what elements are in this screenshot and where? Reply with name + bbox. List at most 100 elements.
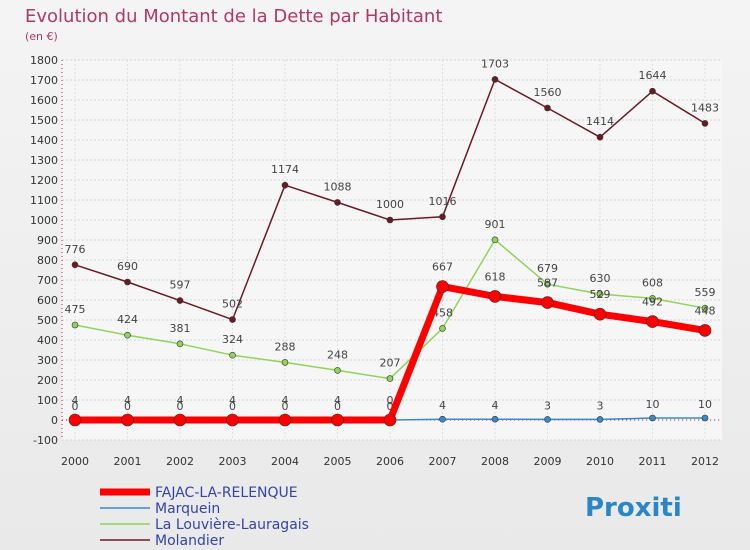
data-point <box>229 351 236 359</box>
data-point <box>334 199 341 206</box>
data-point <box>121 413 134 427</box>
chart-subtitle: (en €) <box>25 30 58 43</box>
y-tick-label: 0 <box>51 414 58 427</box>
proxiti-logo: Proxiti <box>585 493 682 523</box>
y-tick-label: 1500 <box>30 114 58 127</box>
data-point <box>173 413 187 427</box>
x-tick-label: 2008 <box>481 455 509 468</box>
y-tick-label: 800 <box>37 254 58 267</box>
y-tick-label: 1800 <box>30 54 58 67</box>
data-point <box>334 367 341 374</box>
data-label: 587 <box>537 277 558 290</box>
data-point <box>593 307 607 321</box>
y-tick-label: -100 <box>33 434 58 447</box>
data-point <box>491 76 499 83</box>
data-point <box>229 316 236 323</box>
y-tick-label: 400 <box>37 334 58 347</box>
data-label: 10 <box>698 398 712 411</box>
chart-title: Evolution du Montant de la Dette par Hab… <box>25 6 442 27</box>
data-point <box>71 261 79 269</box>
data-point <box>541 296 554 309</box>
data-label: 492 <box>642 296 663 309</box>
data-label: 559 <box>695 286 716 299</box>
data-point <box>649 414 656 422</box>
x-tick-label: 2011 <box>639 455 667 468</box>
legend-label: La Louvière-Lauragais <box>155 517 309 533</box>
data-label: 0 <box>387 394 394 407</box>
data-label: 3 <box>597 399 604 412</box>
data-label: 0 <box>229 400 236 413</box>
data-label: 0 <box>334 400 341 413</box>
series-1: 475 424 381 324 288 248 207 458 901 679 630 608 559 <box>65 218 716 382</box>
data-label: 324 <box>222 333 243 346</box>
x-tick-label: 2003 <box>219 455 247 468</box>
data-label: 1483 <box>691 101 719 114</box>
data-label: 1703 <box>481 57 509 70</box>
y-tick-label: 300 <box>37 354 58 367</box>
y-tick-label: 1700 <box>30 74 58 87</box>
data-label: 248 <box>327 348 348 361</box>
y-tick-label: 1400 <box>30 134 58 147</box>
data-label: 1644 <box>639 69 667 82</box>
series-0: 776 690 597 502 1174 1088 1000 1016 1703 1560 1414… <box>65 57 719 323</box>
legend-label: Molandier <box>155 533 224 549</box>
x-tick-label: 2009 <box>534 455 562 468</box>
data-label: 4 <box>124 394 131 407</box>
legend-item: Molandier <box>100 533 224 549</box>
legend-item: Marquein <box>100 501 220 517</box>
y-tick-label: 600 <box>37 294 58 307</box>
data-label: 4 <box>229 394 236 407</box>
legend-item: FAJAC-LA-RELENQUE <box>100 485 298 501</box>
x-tick-label: 2005 <box>324 455 352 468</box>
data-point <box>649 295 656 302</box>
data-point <box>71 321 79 329</box>
data-label: 4 <box>177 394 184 407</box>
data-label: 630 <box>590 272 611 285</box>
data-label: 667 <box>432 261 453 274</box>
data-label: 608 <box>642 276 663 289</box>
data-label: 424 <box>117 313 138 326</box>
data-point <box>68 413 82 427</box>
y-tick-label: 500 <box>37 314 58 327</box>
data-label: 4 <box>282 394 289 407</box>
data-point <box>491 415 499 423</box>
data-point <box>649 87 656 95</box>
data-point <box>226 413 239 427</box>
x-tick-label: 2012 <box>691 455 719 468</box>
data-point <box>701 414 709 422</box>
legend-item: La Louvière-Lauragais <box>100 517 309 533</box>
data-label: 502 <box>222 298 243 311</box>
data-point <box>701 120 709 127</box>
data-label: 0 <box>387 400 394 413</box>
data-label: 1174 <box>271 163 299 176</box>
y-tick-label: 900 <box>37 234 58 247</box>
legend-label: FAJAC-LA-RELENQUE <box>155 485 298 501</box>
data-point <box>386 375 394 382</box>
data-label: 3 <box>544 399 551 412</box>
data-label: 0 <box>282 400 289 413</box>
data-label: 0 <box>177 400 184 413</box>
y-tick-label: 200 <box>37 374 58 387</box>
data-label: 1414 <box>586 115 614 128</box>
data-point <box>596 416 604 423</box>
data-point <box>331 413 344 427</box>
data-point <box>281 181 289 189</box>
data-label: 1016 <box>429 195 457 208</box>
data-label: 4 <box>334 394 341 407</box>
data-point <box>544 104 551 112</box>
y-tick-label: 1300 <box>30 154 58 167</box>
x-tick-label: 2004 <box>271 455 299 468</box>
data-point <box>439 325 446 332</box>
data-point <box>386 216 394 224</box>
data-point <box>646 315 659 328</box>
y-tick-label: 100 <box>37 394 58 407</box>
y-tick-label: 1200 <box>30 174 58 187</box>
data-label: 4 <box>492 399 499 412</box>
data-point <box>436 280 449 293</box>
data-label: 618 <box>485 270 506 283</box>
